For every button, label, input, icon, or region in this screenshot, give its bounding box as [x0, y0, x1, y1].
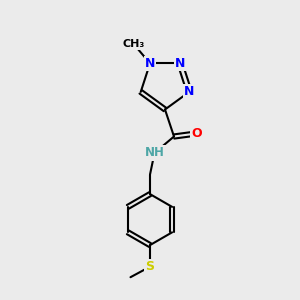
Text: N: N: [145, 57, 155, 70]
Text: O: O: [191, 127, 202, 140]
Text: CH₃: CH₃: [122, 39, 145, 49]
Text: N: N: [184, 85, 194, 98]
Text: NH: NH: [145, 146, 164, 160]
Text: S: S: [146, 260, 154, 273]
Text: N: N: [175, 57, 185, 70]
